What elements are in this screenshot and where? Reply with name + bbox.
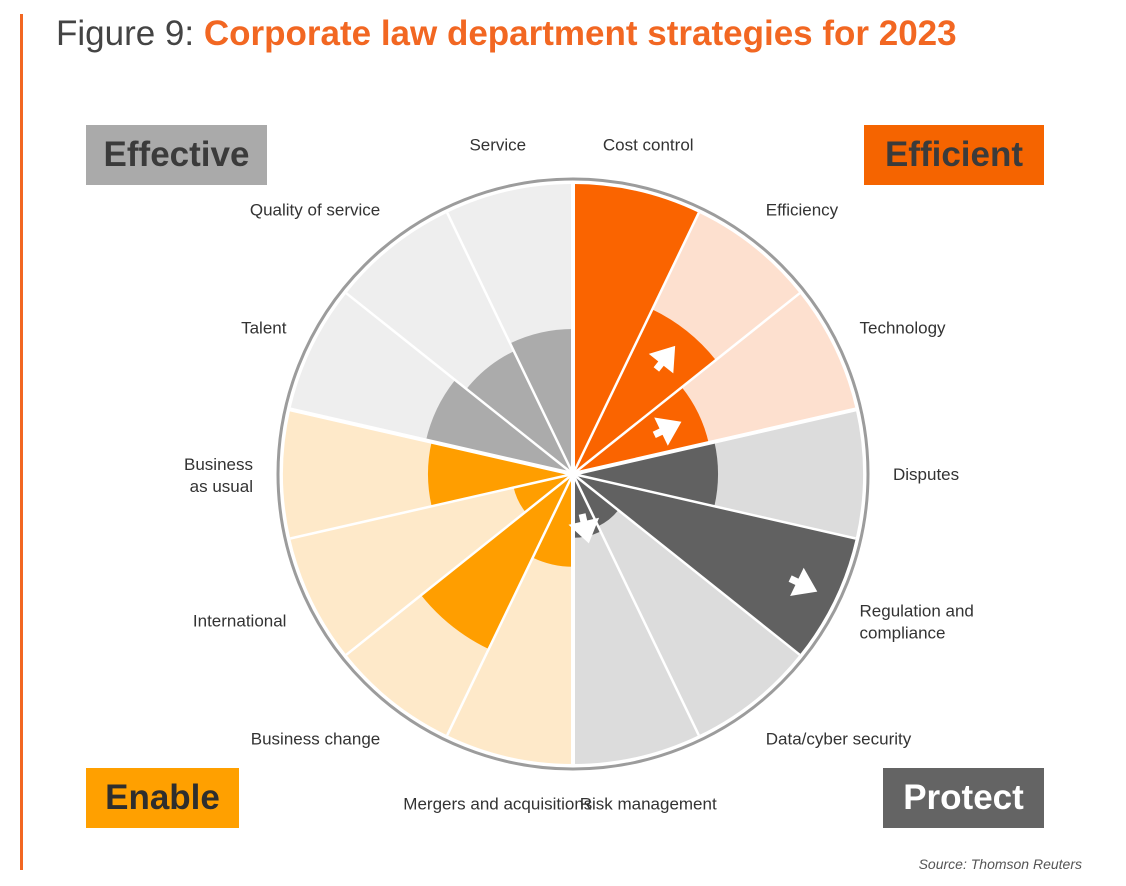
category-label-risk-management: Risk management bbox=[580, 795, 717, 814]
quadrant-badge-effective: Effective bbox=[86, 125, 267, 185]
category-label-business-change: Business change bbox=[251, 729, 380, 748]
category-label-disputes: Disputes bbox=[893, 465, 959, 484]
wedge-divider bbox=[345, 473, 574, 656]
category-label-quality-of-service: Quality of service bbox=[250, 201, 380, 220]
figure-title-text: Corporate law department strategies for … bbox=[203, 14, 957, 53]
quadrant-badge-enable: Enable bbox=[86, 768, 239, 828]
wedge-value-regulation-and-compliance bbox=[573, 474, 856, 655]
trend-arrow-risk-management bbox=[568, 513, 600, 544]
wedge-divider bbox=[446, 473, 575, 736]
quadrant-badge-protect: Protect bbox=[883, 768, 1044, 828]
source-note: Source: Thomson Reuters bbox=[918, 856, 1082, 872]
figure-title: Figure 9: Corporate law department strat… bbox=[56, 14, 957, 54]
wedge-divider bbox=[345, 292, 574, 475]
category-label-service: Service bbox=[469, 135, 526, 154]
wedge-value-technology bbox=[573, 387, 709, 474]
wedge-background-international bbox=[290, 474, 573, 655]
wedge-value-service bbox=[510, 329, 573, 474]
category-label-technology: Technology bbox=[860, 318, 947, 337]
wedge-value-talent bbox=[425, 379, 573, 474]
trend-arrow-technology bbox=[652, 417, 682, 446]
wedge-background-disputes bbox=[573, 409, 864, 539]
trend-arrow-efficiency bbox=[648, 345, 676, 374]
wedge-value-international bbox=[513, 474, 573, 512]
wedge-divider bbox=[572, 473, 801, 656]
wedge-value-efficiency bbox=[573, 309, 716, 474]
wedge-value-business-change bbox=[421, 474, 573, 650]
wedge-background-data-cyber-security bbox=[573, 474, 800, 736]
quadrant-divider bbox=[572, 407, 857, 476]
wedge-divider bbox=[571, 473, 700, 736]
category-label-cost-control: Cost control bbox=[603, 135, 694, 154]
wedge-background-business-as-usual bbox=[282, 409, 573, 539]
quadrant-badge-efficient: Efficient bbox=[864, 125, 1044, 185]
chart-outer-rim bbox=[276, 177, 870, 771]
trend-arrow-regulation-and-compliance bbox=[788, 567, 818, 596]
wedge-divider bbox=[572, 292, 801, 475]
category-label-business-as-usual: Business as usual bbox=[184, 455, 253, 496]
category-label-mergers-and-acquisitions: Mergers and acquisitions bbox=[403, 795, 592, 814]
wedge-value-quality-of-service bbox=[466, 351, 573, 474]
category-label-talent: Talent bbox=[241, 318, 287, 337]
wedge-value-cost-control bbox=[573, 184, 699, 474]
wedge-divider bbox=[571, 212, 700, 475]
category-label-efficiency: Efficiency bbox=[766, 201, 839, 220]
quadrant-divider bbox=[289, 407, 574, 476]
wedge-divider bbox=[446, 212, 575, 475]
wedge-background-risk-management bbox=[573, 474, 699, 764]
category-label-international: International bbox=[193, 612, 287, 631]
wedge-value-data-cyber-security bbox=[573, 474, 619, 527]
wedge-value-business-as-usual bbox=[428, 441, 573, 507]
wedge-value-disputes bbox=[573, 441, 718, 507]
wedge-divider bbox=[572, 472, 857, 540]
left-accent-rule bbox=[20, 14, 23, 870]
wedge-divider bbox=[289, 472, 574, 540]
category-label-regulation-and-compliance: Regulation and compliance bbox=[860, 602, 974, 643]
figure-number: Figure 9: bbox=[56, 14, 195, 53]
category-label-data-cyber-security: Data/cyber security bbox=[766, 729, 912, 748]
